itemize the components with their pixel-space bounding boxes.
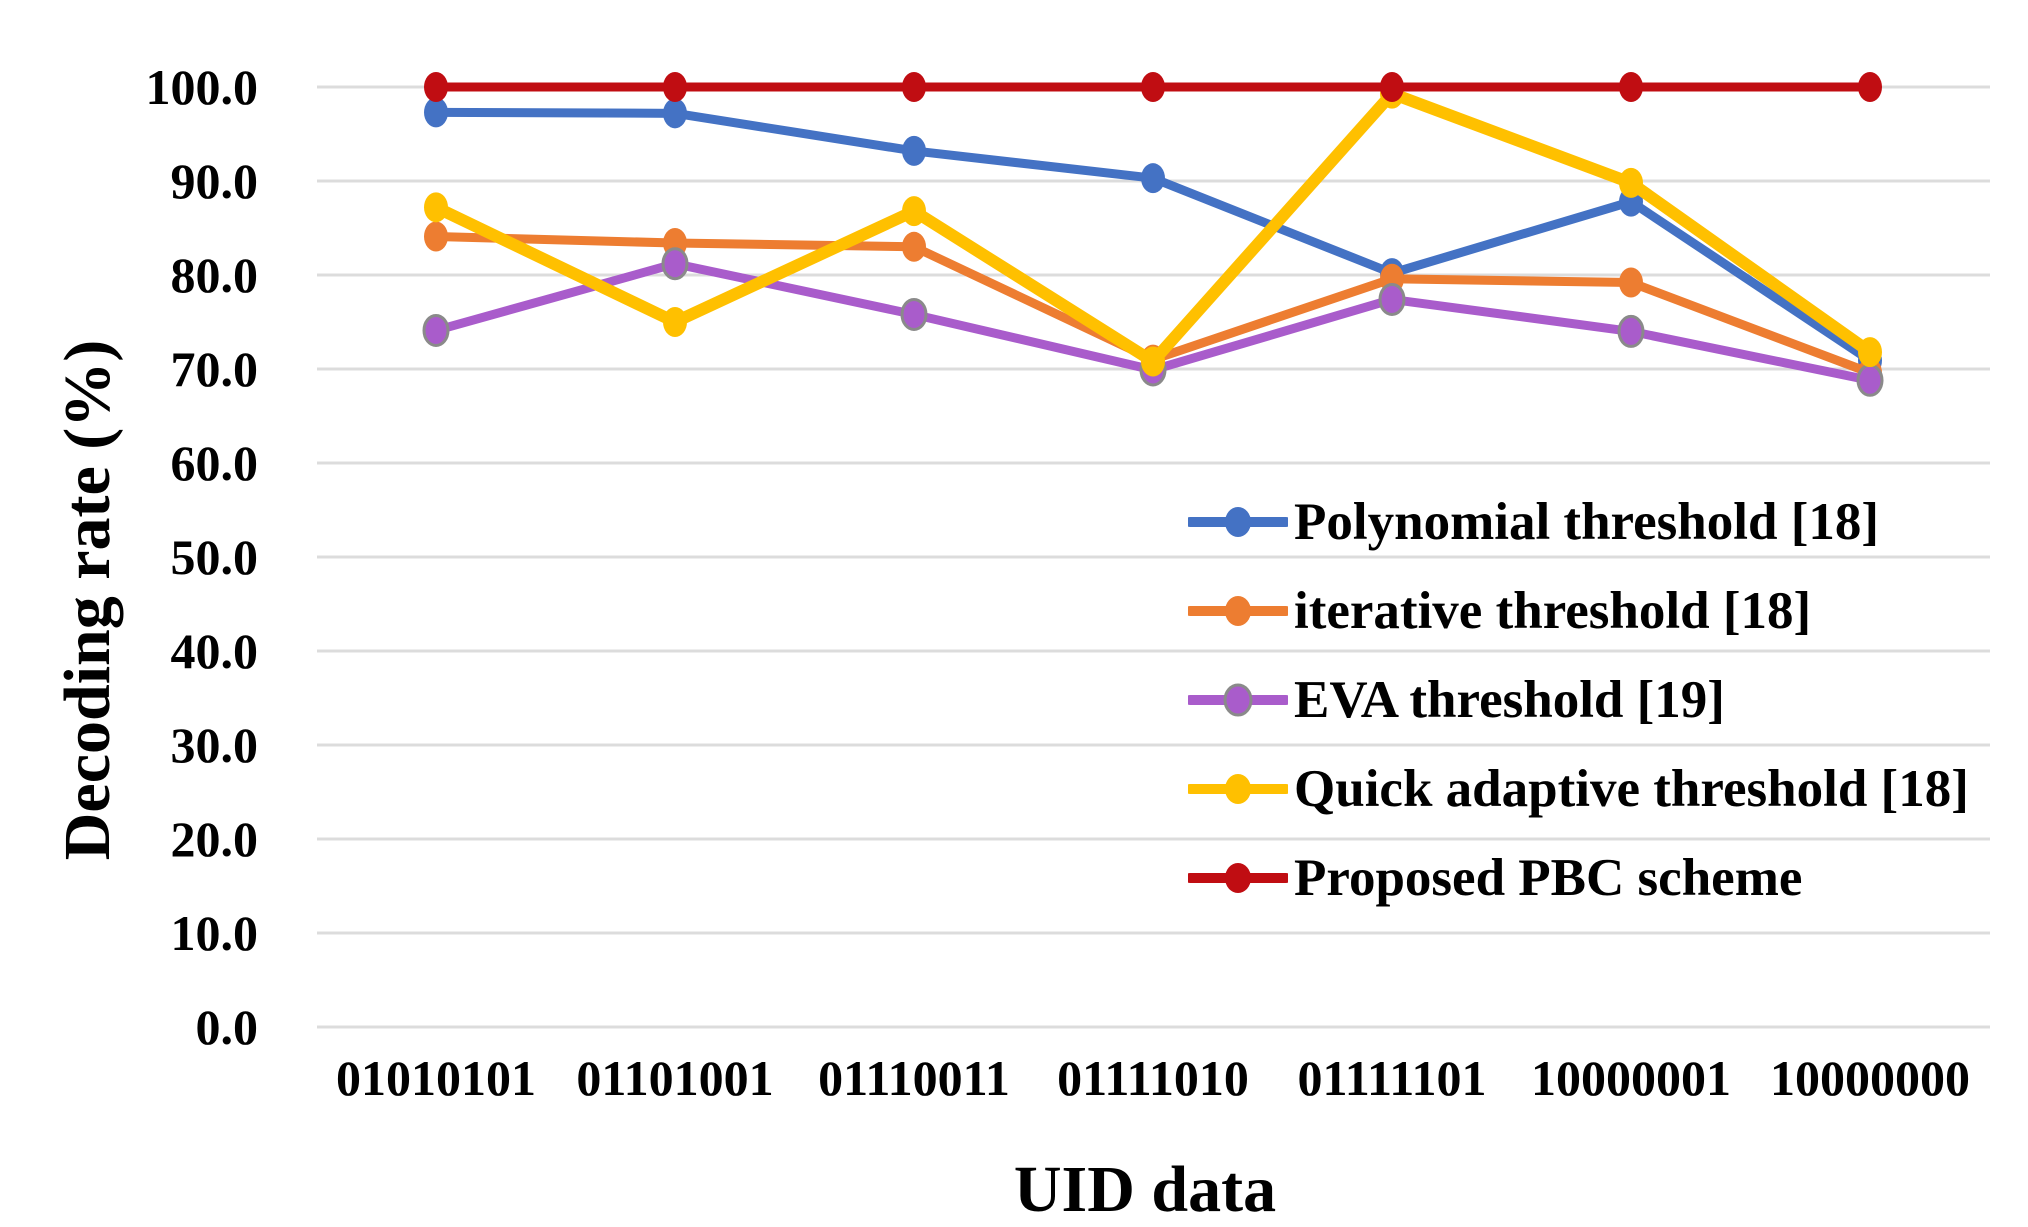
data-point-marker [1380, 72, 1404, 102]
data-point-marker [1856, 363, 1884, 397]
y-tick-label: 10.0 [170, 905, 259, 961]
x-tick-label: 10000000 [1770, 1050, 1970, 1106]
legend-item-iterative-threshold-18-: iterative threshold [18] [1188, 576, 1811, 646]
legend-item-quick-adaptive-threshold-18-: Quick adaptive threshold [18] [1188, 754, 1969, 824]
series-line-polynomial-threshold-18- [431, 107, 1875, 366]
legend-label: Polynomial threshold [18] [1294, 493, 1879, 551]
data-point-marker [424, 192, 448, 223]
y-tick-label: 80.0 [170, 247, 259, 303]
y-tick-label: 30.0 [170, 717, 259, 773]
legend-marker-eva-threshold-19- [1188, 683, 1288, 717]
legend-label: Proposed PBC scheme [1294, 849, 1803, 907]
legend-label: iterative threshold [18] [1294, 582, 1812, 640]
data-point-marker [663, 307, 687, 337]
data-point-marker [1378, 282, 1406, 316]
data-point-marker [424, 221, 448, 252]
y-tick-label: 100.0 [145, 59, 259, 115]
data-point-marker [1858, 72, 1882, 102]
y-tick-label: 60.0 [170, 435, 259, 491]
data-point-marker [902, 72, 926, 102]
legend-item-polynomial-threshold-18-: Polynomial threshold [18] [1188, 487, 1879, 557]
x-tick-label: 01010101 [336, 1050, 536, 1106]
x-tick-label: 10000001 [1531, 1050, 1731, 1106]
x-tick-label: 01101001 [576, 1050, 774, 1106]
y-tick-label: 20.0 [170, 811, 259, 867]
legend-item-eva-threshold-19-: EVA threshold [19] [1188, 665, 1725, 735]
legend-marker-polynomial-threshold-18- [1188, 507, 1288, 537]
data-point-marker [1619, 72, 1643, 102]
data-point-marker [424, 97, 448, 128]
x-tick-label: 01110011 [818, 1050, 1010, 1106]
data-point-marker [900, 297, 928, 331]
data-point-marker [1617, 314, 1645, 348]
data-point-marker [1141, 163, 1165, 194]
legend-marker-iterative-threshold-18- [1188, 596, 1288, 626]
data-point-marker [422, 313, 450, 347]
data-point-marker [1619, 267, 1643, 298]
data-point-marker [424, 72, 448, 102]
series-line-quick-adaptive-threshold-18- [430, 87, 1876, 368]
data-point-marker [1858, 337, 1882, 368]
data-point-marker [1619, 167, 1643, 198]
data-point-marker [902, 231, 926, 262]
x-tick-label: 01111010 [1057, 1050, 1249, 1106]
y-tick-label: 70.0 [170, 341, 259, 397]
legend-label: EVA threshold [19] [1294, 671, 1725, 729]
data-point-marker [902, 196, 926, 227]
data-point-marker [902, 135, 926, 166]
legend-marker-quick-adaptive-threshold-18- [1188, 774, 1288, 804]
data-point-marker [1141, 346, 1165, 377]
y-tick-label: 50.0 [170, 529, 259, 585]
data-point-marker [663, 98, 687, 129]
legend-label: Quick adaptive threshold [18] [1294, 760, 1969, 818]
data-point-marker [661, 247, 689, 281]
y-tick-label: 90.0 [170, 153, 259, 209]
y-tick-label: 40.0 [170, 623, 259, 679]
legend-marker-proposed-pbc-scheme [1188, 863, 1288, 893]
data-point-marker [663, 72, 687, 102]
x-tick-label: 01111101 [1297, 1050, 1487, 1106]
legend-item-proposed-pbc-scheme: Proposed PBC scheme [1188, 843, 1802, 913]
x-axis-title: UID data [1013, 1153, 1277, 1226]
y-axis-title: Decoding rate (%) [51, 339, 124, 861]
data-point-marker [1141, 72, 1165, 102]
y-tick-label: 0.0 [195, 999, 259, 1055]
